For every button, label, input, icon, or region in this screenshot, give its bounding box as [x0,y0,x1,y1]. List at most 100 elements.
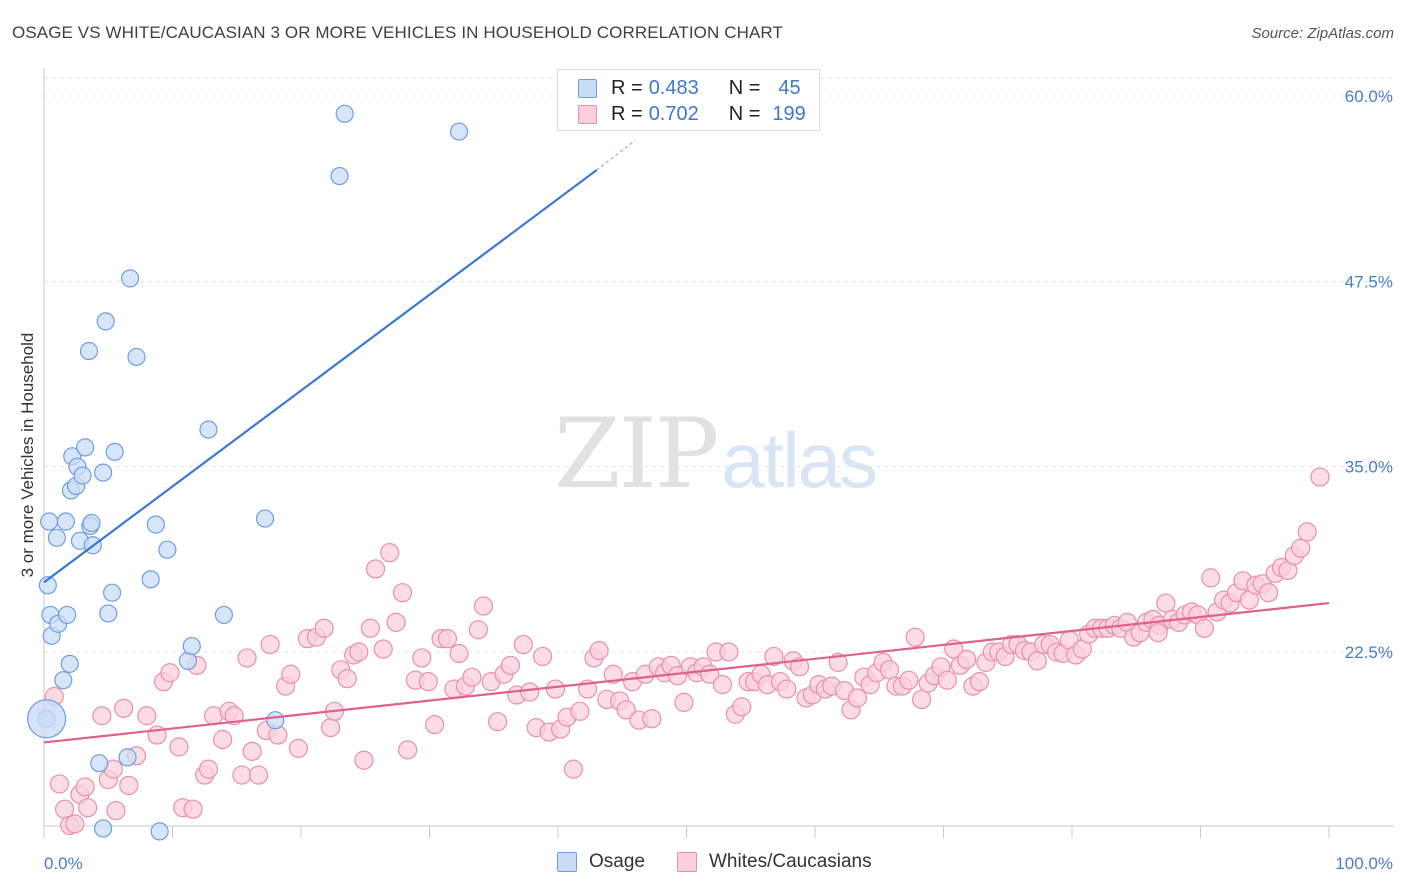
whites-caucasians-points [44,467,1330,836]
whites-swatch [578,104,597,124]
r-label: R = [611,102,643,125]
osage-point [60,654,79,673]
osage-point [178,651,198,670]
osage-point [214,605,233,625]
whites-point [879,660,900,680]
osage-point [118,748,137,767]
osage-trend-line [43,169,598,584]
osage-point [99,604,118,623]
whites-point [237,648,257,668]
trend-lines [43,139,1330,744]
osage-n-value: 45 [778,76,801,99]
whites-point [337,669,357,689]
whites-point [281,664,301,684]
whites-point [712,675,733,695]
whites-point [969,672,990,692]
osage-point [150,822,169,841]
osage-point [199,420,218,439]
whites-point [764,646,784,667]
whites-point [386,612,406,632]
grid-lines [44,77,1394,653]
osage-point [127,347,146,367]
osage-trend-extension [596,139,636,171]
osage-point [120,269,140,288]
whites-point [957,649,977,670]
axes [43,68,1394,838]
osage-point [449,122,469,141]
y-tick-label: 47.5% [1345,272,1393,291]
whites-point [114,698,134,718]
whites-point [1259,583,1279,603]
osage-point [105,442,124,461]
osage-legend-label: Osage [589,851,645,872]
whites-point [468,620,488,640]
whites-point [520,682,540,702]
osage-point [266,711,285,730]
legend-item-whites: Whites/Caucasians [677,851,872,873]
whites-point [418,672,438,692]
whites-point [183,799,203,819]
whites-point [719,642,739,662]
chart-source: Source: ZipAtlas.com [1251,25,1394,42]
watermark-zip: ZIP [554,398,719,510]
tick-labels: 22.5% 35.0% 47.5% 60.0% 0.0% 100.0% [44,87,1393,873]
whites-point [563,759,584,779]
whites-point [213,729,233,750]
whites-n-value: 199 [772,102,806,125]
whites-point [603,664,623,684]
whites-point [1310,467,1330,487]
whites-legend-swatch [677,852,697,872]
n-label: N = [728,102,761,125]
correlation-legend: R = 0.483 N = 45 R = 0.702 N = 199 [557,69,820,131]
whites-point [232,765,252,785]
osage-point [47,528,66,547]
whites-point [642,709,662,729]
n-label: N = [728,76,761,99]
whites-point [1297,522,1317,542]
osage-point [73,466,92,485]
whites-point [1148,623,1168,643]
whites-point [320,718,341,738]
whites-point [360,618,380,638]
whites-point [288,738,309,758]
whites-point [119,775,139,796]
osage-point [141,570,160,589]
whites-point [242,741,262,761]
whites-point [398,740,418,760]
whites-point [488,712,508,732]
whites-point [1194,618,1214,638]
whites-trend-line [43,601,1330,744]
whites-point [570,701,590,721]
osage-point [335,104,354,123]
whites-point [425,715,445,735]
osage-point [158,540,177,559]
osage-point [330,166,349,186]
legend-item-osage: Osage [557,851,645,873]
osage-point [146,515,165,534]
osage-point [94,819,113,838]
osage-point [54,671,73,690]
osage-swatch [578,78,597,98]
osage-legend-swatch [557,852,577,872]
whites-point [373,639,393,659]
whites-point [92,706,112,726]
osage-point [56,512,75,531]
whites-point [513,634,533,655]
whites-point [1156,593,1176,613]
whites-point [847,688,868,708]
r-label: R = [611,76,643,99]
whites-point [314,618,334,638]
whites-point [260,634,280,655]
whites-point [616,700,636,720]
x-tick-label: 100.0% [1335,854,1393,873]
y-tick-label: 22.5% [1345,643,1393,662]
whites-point [412,648,432,668]
whites-point [198,759,219,779]
osage-r-value: 0.483 [648,76,699,99]
whites-point [49,774,70,794]
whites-point [365,559,386,579]
osage-point [255,509,275,528]
whites-point [912,689,932,710]
whites-point [106,801,126,821]
